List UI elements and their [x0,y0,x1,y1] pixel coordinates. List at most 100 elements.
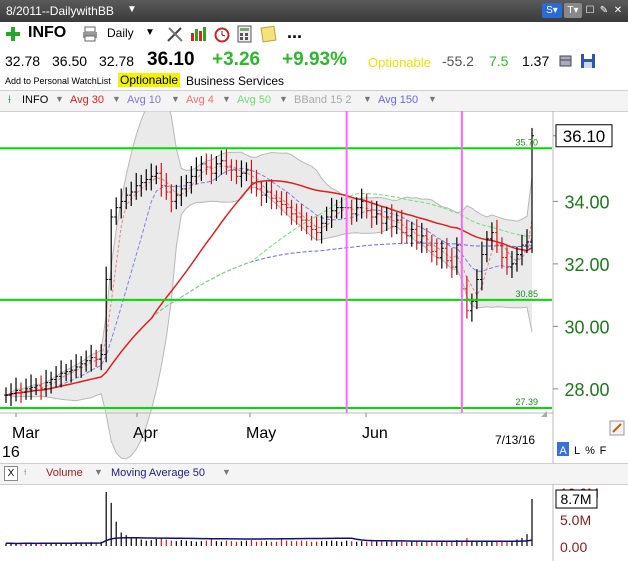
close-volume-pane-button[interactable]: X [4,466,18,481]
price-bar [104,266,109,363]
study-avg10[interactable]: Avg 10 [127,94,162,106]
data-panel-icon[interactable] [559,54,573,68]
symbol-label[interactable]: INFO [28,24,67,41]
calculator-icon[interactable] [236,25,254,43]
horizontal-level-label: 27.39 [515,397,538,407]
price-bar [454,237,459,275]
print-icon[interactable] [82,26,98,42]
add-icon[interactable] [5,26,21,42]
x-axis-label: Mar [12,425,40,442]
last-price: 36.10 [147,49,195,70]
study-avg150[interactable]: Avg 150 [378,94,419,106]
price-bar [124,187,129,210]
study-avg30[interactable]: Avg 30 [70,94,105,106]
period-dropdown-icon[interactable]: ▼ [145,27,155,38]
avg10-dropdown-icon[interactable]: ▼ [171,94,180,104]
price-bar [234,159,239,185]
y-axis-label: 28.00 [564,380,609,400]
studies-icon[interactable] [190,25,208,43]
scale-button[interactable]: L [574,445,580,457]
price-bar [424,227,429,253]
symbol-link-button[interactable]: S▾ [542,3,562,18]
avg4-dropdown-icon[interactable]: ▼ [222,94,231,104]
study-symbol[interactable]: INFO [22,94,49,106]
volume-ma-label[interactable]: Moving Average 50 [111,467,205,479]
maximize-icon[interactable]: ☐ [585,5,595,16]
quote-value-3: 1.37 [522,53,550,69]
volume-last-box [555,489,598,509]
price-bar [199,156,204,182]
volume-dropdown-icon[interactable]: ▼ [94,467,103,477]
volume-legend-bar: X ⟊ Volume ▼ Moving Average 50 ▼ [0,463,628,485]
study-avg4[interactable]: Avg 4 [186,94,214,106]
price-bar [274,190,279,210]
horizontal-level-label: 30.85 [515,289,538,299]
notes-icon[interactable] [260,25,278,43]
price-bar [244,162,249,182]
price-chart[interactable]: 35.70 30.85 27.39 36.10 34.00 32.00 30.00 28.0… [0,111,628,463]
price-bar [304,212,309,235]
price-bar [379,206,384,235]
study-symbol-dropdown-icon[interactable]: ▼ [55,94,64,104]
study-avg50[interactable]: Avg 50 [237,94,272,106]
optionable-badge: Optionable [118,73,181,87]
bband-dropdown-icon[interactable]: ▼ [363,94,372,104]
scale-button[interactable]: A [559,445,567,457]
price-bar [99,344,104,371]
scale-button[interactable]: F [600,445,607,457]
volume-toggle-icon[interactable]: ⟊ [24,467,27,477]
scale-button[interactable]: % [585,445,595,457]
volume-chart[interactable]: 10.0M5.0M0.008.7M [0,484,628,561]
price-bar [409,221,414,247]
price-bar [339,197,344,219]
quote-value-2: 7.5 [489,53,509,69]
price-bar [89,344,94,372]
study-bband[interactable]: BBand 15 2 [294,94,352,106]
volume-y-axis-label: 0.00 [560,539,587,555]
period-selector[interactable]: Daily [107,26,134,40]
tools-icon[interactable] [166,25,184,43]
bollinger-lower-line [5,187,533,460]
price-bar [4,387,8,403]
price-bar [329,197,334,228]
y-axis-label: 36.10 [563,127,606,146]
avg30-dropdown-icon[interactable]: ▼ [112,94,121,104]
price-bar [219,150,224,175]
price-bar [309,216,314,241]
bollinger-upper-line [5,111,533,396]
add-to-watchlist-link[interactable]: Add to Personal WatchList [5,76,111,86]
price-bar [439,240,444,269]
price-bar [494,219,499,253]
study-symbol-toggle[interactable]: ⟊ [8,94,11,106]
last-price-box [555,124,613,148]
price-bar [279,191,284,216]
price-bar [194,157,199,185]
avg50-dropdown-icon[interactable]: ▼ [279,94,288,104]
template-button[interactable]: T▾ [564,3,582,18]
x-axis-label: May [246,425,276,442]
price-bar [364,193,369,219]
price-bar [354,197,359,222]
price-bar [369,200,374,228]
chart-toolbar: INFO Daily ▼ ... [0,22,628,46]
more-options-button[interactable]: ... [287,22,303,42]
price-bar [294,203,299,225]
bollinger-band-fill [6,111,532,459]
avg150-dropdown-icon[interactable]: ▼ [428,94,437,104]
alarm-clock-icon[interactable] [213,25,231,43]
save-icon[interactable] [580,53,596,69]
volume-study-label[interactable]: Volume [46,467,83,479]
price-bar [159,162,164,197]
quote-panel: 32.78 36.50 32.78 36.10 +3.26 +9.93% Opt… [0,46,628,90]
price-bar [389,204,394,238]
price-bar [74,354,79,378]
open-price: 32.78 [5,53,41,69]
title-dropdown-icon[interactable]: ▼ [127,4,137,15]
price-bar [29,374,34,400]
volume-ma-dropdown-icon[interactable]: ▼ [222,467,231,477]
draw-pencil-icon[interactable] [609,420,625,436]
price-bar [154,165,159,185]
edit-icon[interactable]: ✎ [599,5,609,16]
low-price: 32.78 [99,53,135,69]
close-icon[interactable]: ✕ [613,5,623,16]
